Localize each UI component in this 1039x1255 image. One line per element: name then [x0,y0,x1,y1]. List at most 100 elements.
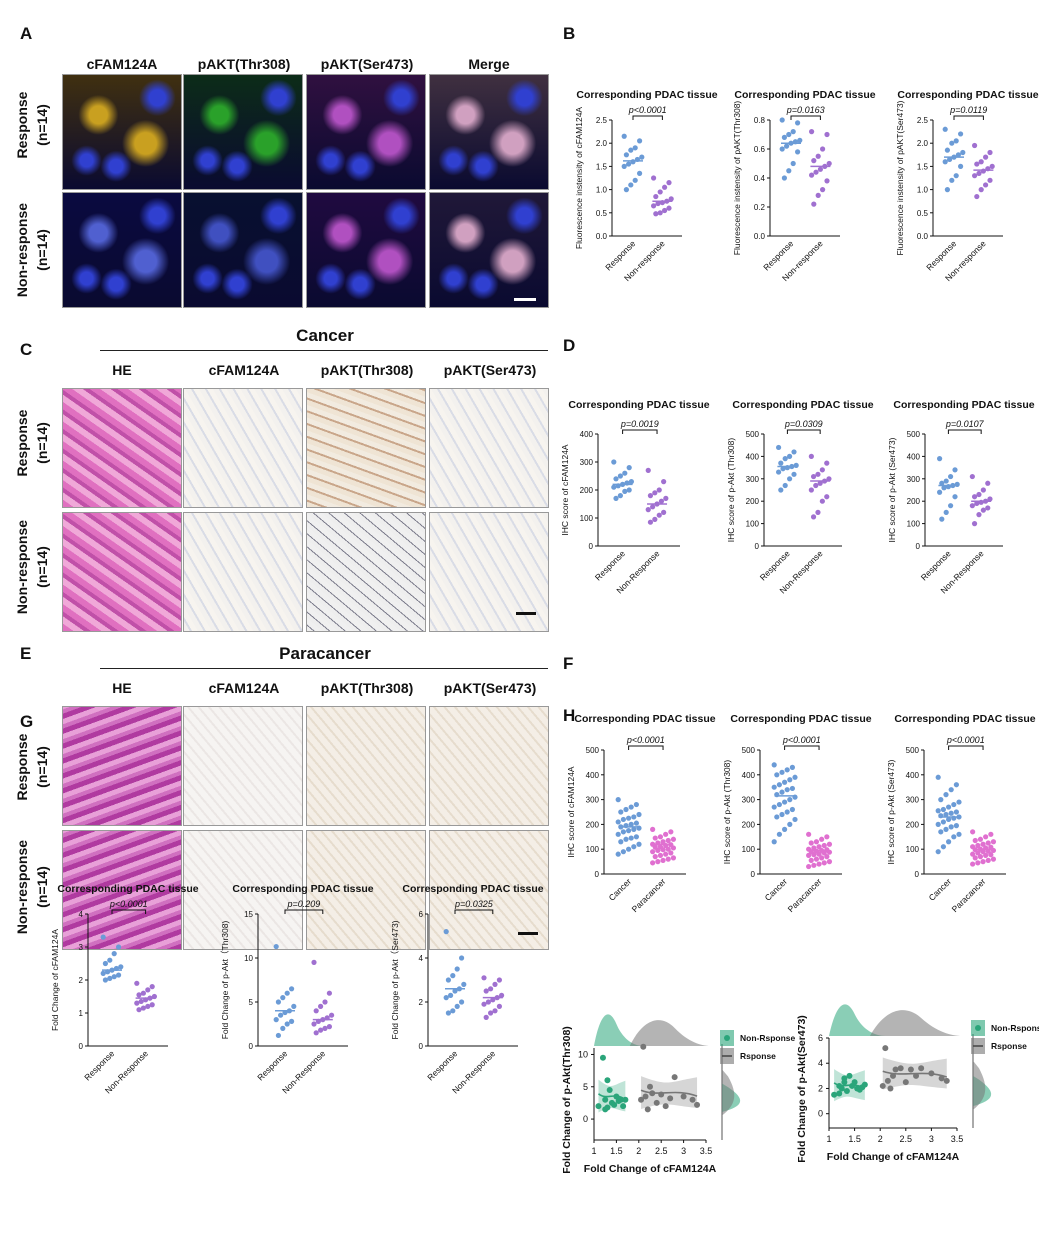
data-point [813,856,820,862]
y-tick-label: 100 [580,514,594,523]
data-point [938,829,944,835]
data-point [985,480,991,486]
data-point [655,840,661,846]
data-point [481,1001,487,1007]
data-point [824,854,830,860]
y-tick-label: 0.0 [917,232,929,241]
y-tick-label: 1.0 [596,186,608,195]
data-point [806,852,812,859]
y-tick-label: 200 [742,820,756,829]
data-point [960,149,966,156]
data-point [821,850,827,856]
data-point [988,844,994,850]
data-point [956,831,962,837]
y-tick-label: 200 [580,486,594,495]
x-tick-label: Response [82,1048,116,1082]
significance-bracket [953,115,984,120]
data-point [599,1054,606,1061]
data-point [811,158,817,164]
data-point [806,846,812,852]
data-point [882,1045,889,1052]
significance-bracket [628,745,664,750]
chart-title: Corresponding PDAC tissue [730,713,871,725]
data-point [838,1085,845,1092]
data-point [488,986,494,992]
significance-bracket [784,745,820,750]
y-tick-label: 0.0 [596,232,608,241]
data-point [988,852,994,858]
data-point [653,211,659,217]
legend-label: Non-Rsponse [740,1033,796,1043]
col-header: pAKT(Ser473) [443,680,537,696]
data-point [820,187,826,193]
x-tick-label: 1.5 [848,1134,861,1144]
x-tick-label: Cancer [607,876,634,903]
row-label: Non-response [14,839,30,935]
data-point [819,847,825,854]
data-point [655,847,661,854]
data-point [445,977,451,983]
y-tick-label: 1.5 [917,162,929,171]
data-point [958,131,964,137]
micrograph-tile [306,74,426,190]
data-point [792,794,798,800]
data-point [459,955,465,961]
data-point [776,782,783,788]
data-point [320,1017,326,1023]
confidence-band [834,1069,865,1102]
data-point [666,180,672,186]
x-tick-label: Response [924,238,958,272]
data-point [615,831,621,837]
micrograph-tile [183,512,303,632]
section-rule [100,350,548,351]
data-point [969,503,975,509]
data-point [948,503,954,509]
data-point [774,814,780,820]
data-point [666,205,672,211]
data-point [454,1003,460,1010]
data-point [109,967,115,973]
data-point [817,166,824,172]
x-tick-label: Non-response [622,238,667,283]
data-point [649,1090,656,1097]
data-point [613,1093,620,1100]
panel-letter-h: H [563,706,576,725]
data-point [940,806,947,813]
data-point [948,824,954,830]
data-point [613,495,619,501]
data-point [811,862,817,868]
panel-letter-e: E [20,644,32,663]
data-point [944,187,951,193]
x-tick-label: Response [255,1048,289,1082]
data-point [689,1096,696,1103]
data-point [113,965,119,972]
data-point [490,997,496,1003]
data-point [836,1090,843,1097]
data-point [841,1079,848,1086]
data-point [626,815,632,821]
data-point [939,516,945,522]
data-point [817,480,823,486]
data-point [617,473,624,479]
data-point [974,500,980,507]
data-point [782,482,788,489]
data-point [620,849,627,855]
chart-title: Corresponding PDAC tissue [894,713,1035,725]
row-label: (n=14) [34,229,50,271]
data-point [826,849,833,855]
x-tick-label: Response [919,548,953,582]
data-point [608,1099,615,1106]
data-point [149,984,155,990]
data-point [824,131,830,138]
data-point [311,959,317,966]
y-tick-label: 6 [818,1033,823,1043]
data-point [971,521,978,527]
data-point [626,487,632,493]
data-point [980,168,987,174]
y-axis-label: Fluorescence instensity of pAKT(Thr308) [732,101,742,256]
data-point [107,957,113,963]
y-tick-label: 100 [907,520,921,529]
data-point [974,161,980,167]
confidence-band [598,1079,626,1113]
micrograph-tile [62,388,182,508]
